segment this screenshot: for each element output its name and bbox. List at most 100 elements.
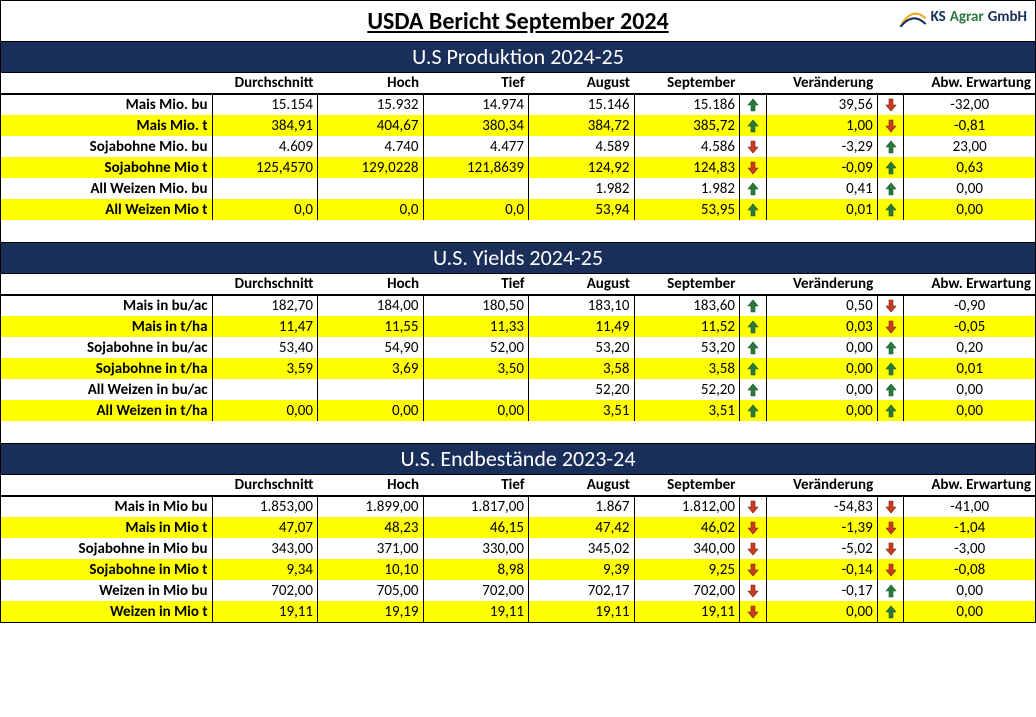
col-header-veraenderung: Veränderung bbox=[766, 274, 877, 295]
cell-arrow-exp bbox=[877, 178, 904, 199]
logo-swoosh-icon bbox=[899, 3, 927, 31]
col-header-veraenderung: Veränderung bbox=[766, 475, 877, 496]
cell-september: 3,58 bbox=[634, 358, 740, 379]
row-label: Sojabohne in Mio t bbox=[1, 559, 212, 580]
cell-arrow-change bbox=[740, 358, 767, 379]
cell-hoch: 129,0228 bbox=[318, 157, 424, 178]
arrow-up-icon bbox=[883, 403, 899, 419]
cell-arrow-exp bbox=[877, 199, 904, 220]
cell-september: 9,25 bbox=[634, 559, 740, 580]
cell-veraenderung: -0,14 bbox=[766, 559, 877, 580]
cell-arrow-change bbox=[740, 316, 767, 337]
row-label: All Weizen Mio. bu bbox=[1, 178, 212, 199]
col-header-arrow1 bbox=[740, 475, 767, 496]
cell-august: 53,94 bbox=[529, 199, 635, 220]
table-row: Sojabohne in t/ha3,593,693,503,583,580,0… bbox=[1, 358, 1035, 379]
arrow-down-icon bbox=[883, 319, 899, 335]
cell-tief: 380,34 bbox=[423, 115, 529, 136]
cell-tief: 121,8639 bbox=[423, 157, 529, 178]
arrow-down-icon bbox=[883, 541, 899, 557]
col-header-empty bbox=[1, 274, 212, 295]
table-row: Sojabohne Mio. bu4.6094.7404.4774.5894.5… bbox=[1, 136, 1035, 157]
table-row: Weizen in Mio bu702,00705,00702,00702,17… bbox=[1, 580, 1035, 601]
col-header-tief: Tief bbox=[423, 274, 529, 295]
arrow-up-icon bbox=[745, 97, 761, 113]
title-row: USDA Bericht September 2024 KS Agrar Gmb… bbox=[1, 1, 1035, 41]
section-title: U.S. Yields 2024-25 bbox=[1, 242, 1035, 274]
cell-abw-erwartung: 0,00 bbox=[904, 601, 1035, 622]
section-title: U.S Produktion 2024-25 bbox=[1, 41, 1035, 73]
cell-tief bbox=[423, 379, 529, 400]
cell-hoch: 54,90 bbox=[318, 337, 424, 358]
cell-september: 124,83 bbox=[634, 157, 740, 178]
arrow-down-icon bbox=[883, 118, 899, 134]
table-row: Mais in t/ha11,4711,5511,3311,4911,520,0… bbox=[1, 316, 1035, 337]
cell-arrow-exp bbox=[877, 157, 904, 178]
cell-august: 4.589 bbox=[529, 136, 635, 157]
table-row: Mais Mio. t384,91404,67380,34384,72385,7… bbox=[1, 115, 1035, 136]
cell-veraenderung: -3,29 bbox=[766, 136, 877, 157]
cell-durchschnitt: 182,70 bbox=[212, 295, 318, 316]
cell-tief: 0,0 bbox=[423, 199, 529, 220]
table-row: Mais in Mio t47,0748,2346,1547,4246,02-1… bbox=[1, 517, 1035, 538]
cell-arrow-change bbox=[740, 178, 767, 199]
arrow-up-icon bbox=[883, 340, 899, 356]
cell-tief: 702,00 bbox=[423, 580, 529, 601]
col-header-empty bbox=[1, 475, 212, 496]
cell-arrow-exp bbox=[877, 559, 904, 580]
arrow-down-icon bbox=[745, 139, 761, 155]
cell-arrow-change bbox=[740, 94, 767, 115]
cell-arrow-change bbox=[740, 400, 767, 421]
cell-abw-erwartung: 0,00 bbox=[904, 580, 1035, 601]
cell-arrow-exp bbox=[877, 136, 904, 157]
cell-abw-erwartung: 0,01 bbox=[904, 358, 1035, 379]
cell-arrow-exp bbox=[877, 517, 904, 538]
cell-august: 53,20 bbox=[529, 337, 635, 358]
cell-veraenderung: -1,39 bbox=[766, 517, 877, 538]
data-table: DurchschnittHochTiefAugustSeptemberVerän… bbox=[1, 274, 1035, 421]
cell-veraenderung: 0,00 bbox=[766, 601, 877, 622]
cell-durchschnitt: 4.609 bbox=[212, 136, 318, 157]
logo-text-ks: KS bbox=[931, 8, 946, 26]
col-header-september: September bbox=[634, 73, 740, 94]
cell-arrow-change bbox=[740, 157, 767, 178]
col-header-abw-erwartung: Abw. Erwartung bbox=[904, 274, 1035, 295]
cell-september: 183,60 bbox=[634, 295, 740, 316]
arrow-up-icon bbox=[745, 319, 761, 335]
col-header-hoch: Hoch bbox=[318, 475, 424, 496]
cell-hoch: 1.899,00 bbox=[318, 496, 424, 517]
col-header-august: August bbox=[529, 274, 635, 295]
cell-august: 15.146 bbox=[529, 94, 635, 115]
cell-arrow-change bbox=[740, 496, 767, 517]
cell-august: 1.982 bbox=[529, 178, 635, 199]
cell-arrow-exp bbox=[877, 400, 904, 421]
row-label: All Weizen in t/ha bbox=[1, 400, 212, 421]
cell-august: 345,02 bbox=[529, 538, 635, 559]
table-row: Mais in bu/ac182,70184,00180,50183,10183… bbox=[1, 295, 1035, 316]
col-header-august: August bbox=[529, 475, 635, 496]
arrow-down-icon bbox=[883, 97, 899, 113]
cell-durchschnitt: 53,40 bbox=[212, 337, 318, 358]
table-row: Mais Mio. bu15.15415.93214.97415.14615.1… bbox=[1, 94, 1035, 115]
arrow-up-icon bbox=[883, 139, 899, 155]
section-title: U.S. Endbestände 2023-24 bbox=[1, 443, 1035, 475]
cell-veraenderung: -0,09 bbox=[766, 157, 877, 178]
cell-tief: 11,33 bbox=[423, 316, 529, 337]
cell-abw-erwartung: -0,08 bbox=[904, 559, 1035, 580]
cell-arrow-change bbox=[740, 601, 767, 622]
row-label: Mais in bu/ac bbox=[1, 295, 212, 316]
col-header-tief: Tief bbox=[423, 475, 529, 496]
arrow-up-icon bbox=[745, 181, 761, 197]
cell-arrow-exp bbox=[877, 115, 904, 136]
cell-veraenderung: 0,00 bbox=[766, 337, 877, 358]
cell-tief: 0,00 bbox=[423, 400, 529, 421]
cell-hoch: 705,00 bbox=[318, 580, 424, 601]
cell-august: 183,10 bbox=[529, 295, 635, 316]
arrow-down-icon bbox=[745, 499, 761, 515]
cell-veraenderung: 39,56 bbox=[766, 94, 877, 115]
row-label: Mais in Mio t bbox=[1, 517, 212, 538]
cell-durchschnitt: 125,4570 bbox=[212, 157, 318, 178]
row-label: Weizen in Mio bu bbox=[1, 580, 212, 601]
cell-durchschnitt: 19,11 bbox=[212, 601, 318, 622]
cell-tief: 8,98 bbox=[423, 559, 529, 580]
